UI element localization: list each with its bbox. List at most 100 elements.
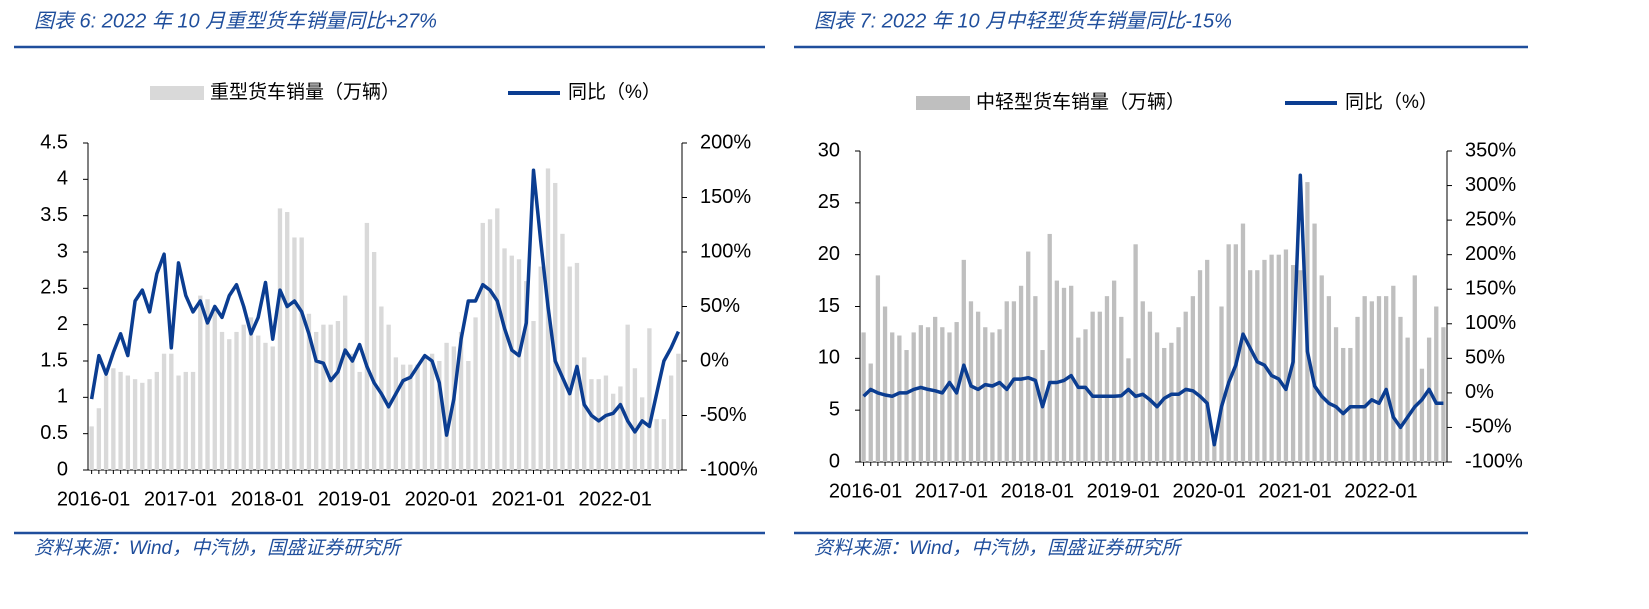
bar xyxy=(618,386,623,470)
bar xyxy=(408,364,413,470)
bar xyxy=(1269,254,1274,462)
y2-tick-label: 200% xyxy=(1465,243,1516,265)
bar xyxy=(632,368,638,470)
bar xyxy=(263,342,268,470)
y-tick-label: 25 xyxy=(818,191,840,213)
bar xyxy=(487,219,493,470)
y-tick-label: 3.5 xyxy=(40,204,68,226)
bar xyxy=(1376,296,1382,462)
y2-tick-label: -100% xyxy=(700,458,758,480)
y2-tick-label: 100% xyxy=(700,240,751,262)
y-tick-label: 30 xyxy=(818,139,840,161)
bar xyxy=(132,379,138,470)
bar xyxy=(161,353,167,470)
bar xyxy=(647,328,652,470)
bar xyxy=(1341,347,1346,462)
y2-tick-label: 150% xyxy=(1465,278,1516,300)
x-tick-label: 2020-01 xyxy=(405,488,478,510)
y-tick-label: 4 xyxy=(57,168,68,190)
bar xyxy=(1061,287,1067,462)
bar xyxy=(582,357,587,470)
bar xyxy=(89,426,94,470)
bar xyxy=(1097,311,1102,462)
bar xyxy=(473,317,478,470)
bar xyxy=(1026,251,1031,462)
bar xyxy=(868,363,873,462)
y-tick-label: 1 xyxy=(57,386,68,408)
bar xyxy=(480,222,485,470)
bar xyxy=(219,331,225,470)
bar xyxy=(270,346,275,470)
y2-tick-label: 350% xyxy=(1465,139,1516,161)
x-tick-label: 2017-01 xyxy=(915,480,988,502)
bar xyxy=(364,222,370,470)
bar xyxy=(676,353,681,470)
source: 资料来源：Wind，中汽协，国盛证券研究所 xyxy=(814,537,1183,559)
bar xyxy=(1154,332,1160,462)
bar xyxy=(350,353,355,470)
x-tick-label: 2020-01 xyxy=(1172,480,1245,502)
legend-swatch xyxy=(150,86,204,100)
bar xyxy=(975,311,981,462)
bar xyxy=(1147,311,1153,462)
bar xyxy=(371,252,377,470)
bar xyxy=(1083,329,1088,462)
bar xyxy=(1283,249,1289,462)
bar xyxy=(451,346,456,470)
line-series xyxy=(89,168,680,437)
y-tick-label: 4.5 xyxy=(40,131,68,153)
bar xyxy=(531,321,536,470)
bar xyxy=(96,408,102,470)
y-tick-label: 1.5 xyxy=(40,349,68,371)
bar xyxy=(1076,337,1081,462)
bar xyxy=(516,259,522,470)
bar xyxy=(1419,368,1425,462)
legend-label: 中轻型货车销量（万辆） xyxy=(976,91,1185,113)
bar xyxy=(882,306,888,462)
bar xyxy=(466,361,471,470)
bar xyxy=(1169,342,1174,462)
bar xyxy=(1190,296,1196,462)
x-tick-label: 2022-01 xyxy=(1344,480,1417,502)
bar xyxy=(415,364,420,470)
bar xyxy=(1183,311,1188,462)
bar xyxy=(1362,296,1367,462)
y2-tick-label: 250% xyxy=(1465,208,1516,230)
bar xyxy=(140,382,145,470)
bar xyxy=(553,182,558,470)
bar xyxy=(393,357,399,470)
x-tick-label: 2018-01 xyxy=(1001,480,1074,502)
bar xyxy=(904,350,909,462)
bar xyxy=(1219,306,1224,462)
bar xyxy=(111,368,116,470)
bar xyxy=(1441,327,1446,462)
bar xyxy=(299,237,304,470)
x-tick-label: 2019-01 xyxy=(318,488,391,510)
bar xyxy=(1047,233,1052,462)
bar xyxy=(147,379,152,470)
bar xyxy=(997,329,1002,462)
bar xyxy=(502,248,507,470)
bar xyxy=(176,375,181,470)
legend-label: 同比（%） xyxy=(568,81,661,103)
x-tick-label: 2021-01 xyxy=(492,488,565,510)
bar xyxy=(1111,280,1117,462)
bar xyxy=(911,332,916,462)
y2-tick-label: -100% xyxy=(1465,450,1523,472)
bar xyxy=(306,313,312,470)
bar xyxy=(625,324,630,470)
bar xyxy=(1197,270,1203,462)
bar xyxy=(560,233,565,470)
bar xyxy=(1391,285,1396,462)
bar xyxy=(1384,296,1389,462)
bar xyxy=(1104,296,1110,462)
bar xyxy=(321,324,326,470)
y2-tick-label: 200% xyxy=(700,131,751,153)
bar xyxy=(1369,301,1374,462)
bar xyxy=(509,255,514,470)
bar xyxy=(248,317,254,470)
y2-tick-label: 0% xyxy=(1465,381,1494,403)
bar xyxy=(328,324,333,470)
y-tick-label: 10 xyxy=(818,347,840,369)
